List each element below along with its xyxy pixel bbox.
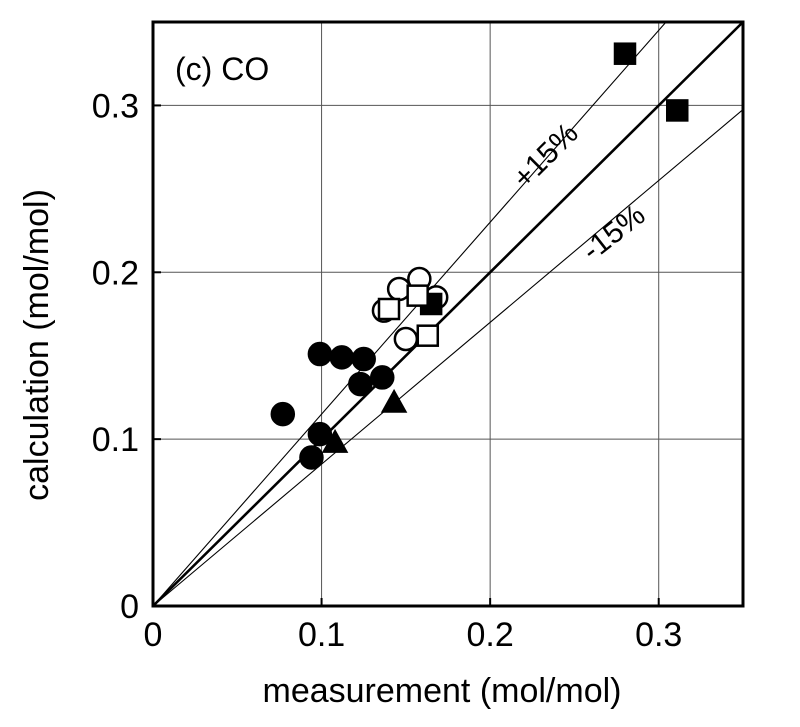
- filled-circle-marker: [348, 371, 373, 397]
- x-tick-label: 0.1: [298, 616, 345, 654]
- plot-frame: [151, 20, 745, 608]
- filled-square-marker: [613, 42, 637, 65]
- x-axis-ticks: 0 0.1 0.2 0.3: [144, 598, 682, 654]
- open-square-marker: [406, 284, 429, 307]
- data-points: [270, 42, 689, 470]
- one-to-one-line: [152, 21, 744, 607]
- y-tick-label: 0.2: [92, 254, 139, 292]
- reference-lines: [152, 21, 744, 607]
- filled-triangle-marker: [321, 428, 349, 453]
- deviation-line: [152, 109, 744, 607]
- x-tick-label: 0.2: [467, 616, 514, 654]
- panel-label: (c) CO: [175, 51, 269, 87]
- filled-triangle-marker: [380, 388, 408, 413]
- y-tick-label: 0.1: [92, 421, 139, 459]
- y-tick-label: 0.3: [92, 87, 139, 125]
- grid: [153, 22, 743, 606]
- x-tick-label: 0.3: [635, 616, 682, 654]
- open-circle-marker: [393, 326, 419, 352]
- y-tick-label: 0: [120, 588, 139, 626]
- filled-circle-marker: [299, 445, 324, 470]
- filled-circle-marker: [351, 346, 376, 372]
- deviation-line: [152, 21, 667, 607]
- x-tick-label: 0: [144, 616, 163, 654]
- minus-15-label: -15%: [576, 198, 652, 267]
- x-axis-title: measurement (mol/mol): [263, 672, 622, 710]
- filled-circle-marker: [307, 341, 333, 367]
- filled-circle-marker: [307, 421, 333, 447]
- filled-circle-marker: [329, 345, 355, 370]
- open-square-marker: [416, 324, 440, 347]
- filled-circle-marker: [370, 365, 395, 390]
- filled-square-marker: [666, 99, 689, 122]
- y-axis-title: calculation (mol/mol): [18, 189, 56, 501]
- filled-circle-marker: [270, 401, 296, 427]
- y-axis-ticks: 0 0.1 0.2 0.3: [92, 87, 161, 626]
- open-square-marker: [377, 297, 401, 321]
- plus-15-label: +15%: [507, 117, 585, 195]
